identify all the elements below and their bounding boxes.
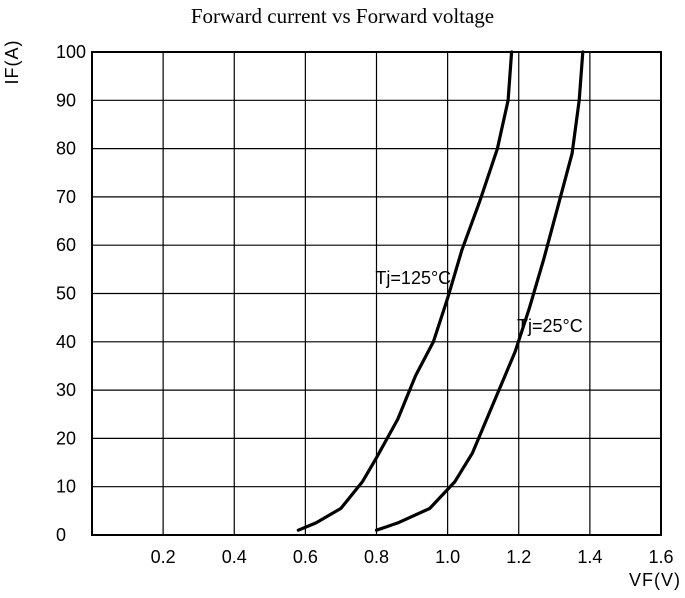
- y-tick-label: 80: [56, 139, 76, 159]
- curves: [296, 50, 585, 532]
- y-tick-label: 70: [56, 187, 76, 207]
- x-tick-label: 0.6: [293, 547, 318, 567]
- y-tick-label: 0: [56, 525, 66, 545]
- x-tick-label: 1.0: [435, 547, 460, 567]
- y-tick-label: 50: [56, 284, 76, 304]
- x-tick-label: 1.4: [577, 547, 602, 567]
- chart-title: Forward current vs Forward voltage: [190, 4, 495, 28]
- x-tick-label: 0.2: [151, 547, 176, 567]
- y-tick-label: 60: [56, 235, 76, 255]
- series-label-0: Tj=125°C: [375, 268, 451, 288]
- x-tick-label: 1.2: [506, 547, 531, 567]
- y-tick-label: 30: [56, 380, 76, 400]
- y-tick-label: 10: [56, 477, 76, 497]
- x-tick-label: 0.8: [364, 547, 389, 567]
- x-tick-label: 0.4: [222, 547, 247, 567]
- y-tick-labels: 0 10 20 30 40 50 60 70 80 90 100: [56, 42, 86, 545]
- curve-labels: Tj=125°C Tj=25°C: [375, 268, 582, 336]
- y-tick-label: 20: [56, 428, 76, 448]
- plot-frame: [91, 51, 662, 536]
- y-tick-label: 90: [56, 90, 76, 110]
- series-line-0: [296, 50, 514, 532]
- x-tick-labels: 0.2 0.4 0.6 0.8 1.0 1.2 1.4 1.6: [151, 547, 674, 567]
- x-tick-label: 1.6: [648, 547, 673, 567]
- x-axis-label: VF(V): [629, 570, 681, 590]
- y-tick-label: 100: [56, 42, 86, 62]
- y-tick-label: 40: [56, 332, 76, 352]
- series-label-1: Tj=25°C: [517, 316, 583, 336]
- series-line-1: [374, 50, 585, 532]
- y-axis-label: IF(A): [2, 40, 22, 85]
